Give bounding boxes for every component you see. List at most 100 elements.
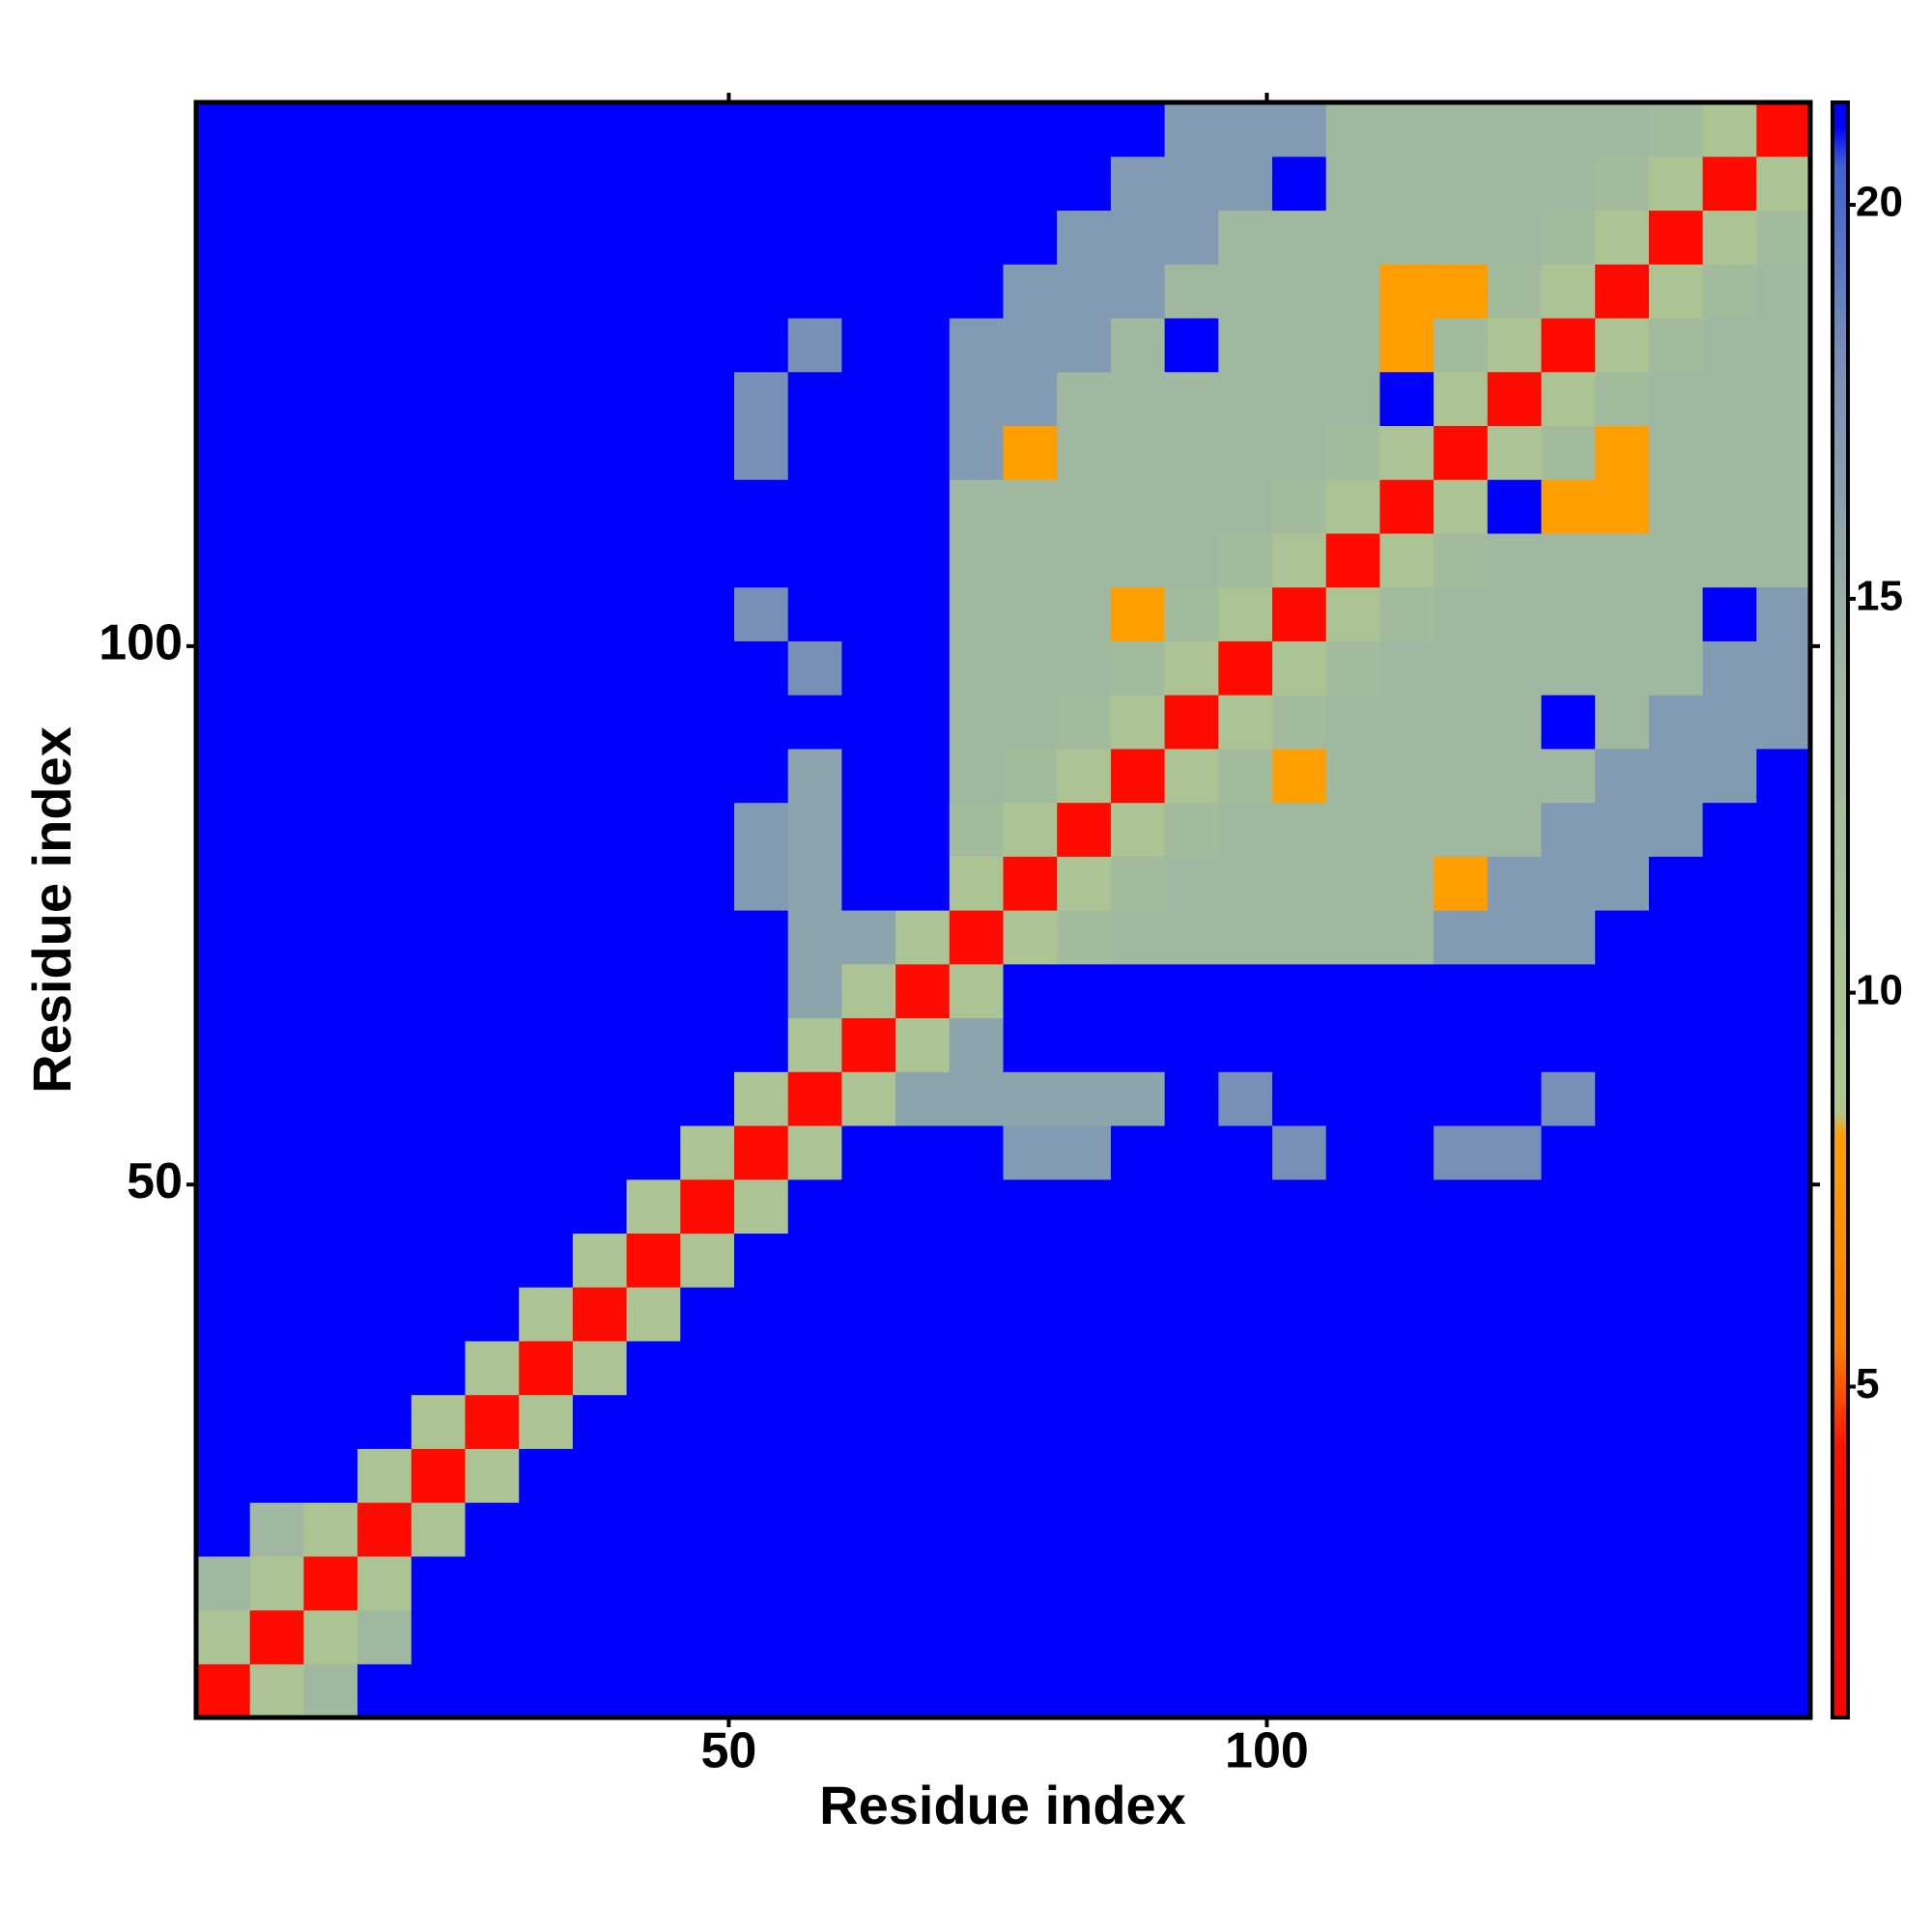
heatmap-cell bbox=[1379, 1287, 1435, 1342]
heatmap-cell bbox=[1272, 802, 1327, 857]
heatmap-cell bbox=[841, 1394, 896, 1449]
heatmap-cell bbox=[249, 102, 304, 157]
heatmap-cell bbox=[1434, 640, 1489, 696]
heatmap-cell bbox=[196, 425, 251, 480]
heatmap-cell bbox=[303, 1609, 358, 1664]
heatmap-cell bbox=[1487, 1502, 1543, 1557]
heatmap-cell bbox=[680, 1233, 735, 1288]
heatmap-cell bbox=[1756, 479, 1811, 534]
heatmap-cell bbox=[895, 1124, 951, 1180]
heatmap-cell bbox=[787, 1179, 842, 1234]
heatmap-cell bbox=[1595, 532, 1650, 588]
heatmap-cell bbox=[949, 102, 1005, 157]
heatmap-cell bbox=[734, 532, 789, 588]
heatmap-cell bbox=[1218, 1663, 1273, 1719]
heatmap-cell bbox=[841, 479, 896, 534]
heatmap-cell bbox=[1756, 963, 1811, 1019]
heatmap-cell bbox=[1434, 1555, 1489, 1611]
heatmap-cell bbox=[841, 586, 896, 641]
heatmap-cell bbox=[1434, 1502, 1489, 1557]
heatmap-cell bbox=[1218, 1340, 1273, 1396]
heatmap-cell bbox=[572, 479, 628, 534]
heatmap-cell bbox=[1702, 1394, 1757, 1449]
heatmap-cell bbox=[1379, 1340, 1435, 1396]
heatmap-cell bbox=[1164, 1555, 1219, 1611]
heatmap-cell bbox=[303, 748, 358, 804]
heatmap-cell bbox=[1434, 425, 1489, 480]
heatmap-cell bbox=[626, 1394, 681, 1449]
heatmap-cell bbox=[1218, 1287, 1273, 1342]
heatmap-cell bbox=[1110, 856, 1166, 911]
heatmap-cell bbox=[626, 910, 681, 965]
heatmap-cell bbox=[1487, 1179, 1543, 1234]
heatmap-cell bbox=[519, 425, 574, 480]
heatmap-cell bbox=[1487, 1017, 1543, 1072]
heatmap-cell bbox=[1164, 210, 1219, 265]
heatmap-cell bbox=[357, 317, 412, 373]
heatmap-cell bbox=[465, 1340, 520, 1396]
heatmap-cell bbox=[465, 856, 520, 911]
heatmap-cell bbox=[249, 1448, 304, 1503]
heatmap-cell bbox=[949, 856, 1005, 911]
heatmap-cell bbox=[1003, 1448, 1058, 1503]
heatmap-cell bbox=[949, 1179, 1005, 1234]
heatmap-cell bbox=[1003, 1340, 1058, 1396]
heatmap-cell bbox=[1218, 1502, 1273, 1557]
heatmap-cell bbox=[1164, 1663, 1219, 1719]
heatmap-cell bbox=[626, 1502, 681, 1557]
heatmap-cell bbox=[196, 640, 251, 696]
heatmap-cell bbox=[303, 1179, 358, 1234]
heatmap-cell bbox=[249, 264, 304, 319]
heatmap-cell bbox=[787, 1340, 842, 1396]
heatmap-cell bbox=[1057, 102, 1112, 157]
heatmap-cell bbox=[734, 1071, 789, 1126]
heatmap-cell bbox=[1756, 1017, 1811, 1072]
heatmap-cell bbox=[1648, 264, 1704, 319]
heatmap-cell bbox=[1756, 1448, 1811, 1503]
heatmap-cell bbox=[303, 1017, 358, 1072]
heatmap-cell bbox=[1648, 210, 1704, 265]
heatmap-cell bbox=[1487, 479, 1543, 534]
heatmap-cell bbox=[895, 910, 951, 965]
heatmap-cell bbox=[1379, 1609, 1435, 1664]
heatmap-cell bbox=[841, 640, 896, 696]
heatmap-cell bbox=[303, 532, 358, 588]
heatmap-cell bbox=[626, 586, 681, 641]
heatmap-cell bbox=[1164, 1233, 1219, 1288]
heatmap-cell bbox=[1756, 1287, 1811, 1342]
heatmap-cell bbox=[1164, 479, 1219, 534]
heatmap-cell bbox=[572, 371, 628, 426]
heatmap-cell bbox=[1272, 1340, 1327, 1396]
heatmap-cell bbox=[1057, 210, 1112, 265]
heatmap-cell bbox=[734, 1448, 789, 1503]
heatmap-cell bbox=[1110, 1017, 1166, 1072]
heatmap-cell bbox=[1541, 1609, 1596, 1664]
heatmap-cell bbox=[895, 1179, 951, 1234]
heatmap-cell bbox=[249, 695, 304, 750]
heatmap-cell bbox=[1218, 210, 1273, 265]
heatmap-cell bbox=[357, 264, 412, 319]
heatmap-cell bbox=[680, 748, 735, 804]
heatmap-cell bbox=[1218, 640, 1273, 696]
heatmap-cell bbox=[1325, 640, 1380, 696]
heatmap-cell bbox=[1218, 317, 1273, 373]
heatmap-cell bbox=[841, 210, 896, 265]
heatmap-cell bbox=[787, 586, 842, 641]
heatmap-cell bbox=[411, 210, 467, 265]
heatmap-cell bbox=[1434, 1394, 1489, 1449]
heatmap-cell bbox=[1541, 1394, 1596, 1449]
heatmap-cell bbox=[196, 102, 251, 157]
heatmap-cell bbox=[626, 532, 681, 588]
heatmap-cell bbox=[196, 1287, 251, 1342]
heatmap-cell bbox=[949, 802, 1005, 857]
heatmap-cell bbox=[196, 856, 251, 911]
heatmap-cell bbox=[1434, 586, 1489, 641]
heatmap-cell bbox=[1595, 1017, 1650, 1072]
heatmap-cell bbox=[1487, 210, 1543, 265]
heatmap-cell bbox=[249, 1502, 304, 1557]
heatmap-cell bbox=[1272, 1179, 1327, 1234]
heatmap-cell bbox=[1434, 1124, 1489, 1180]
heatmap-cell bbox=[519, 748, 574, 804]
heatmap-cell bbox=[1434, 802, 1489, 857]
heatmap-cell bbox=[680, 156, 735, 212]
